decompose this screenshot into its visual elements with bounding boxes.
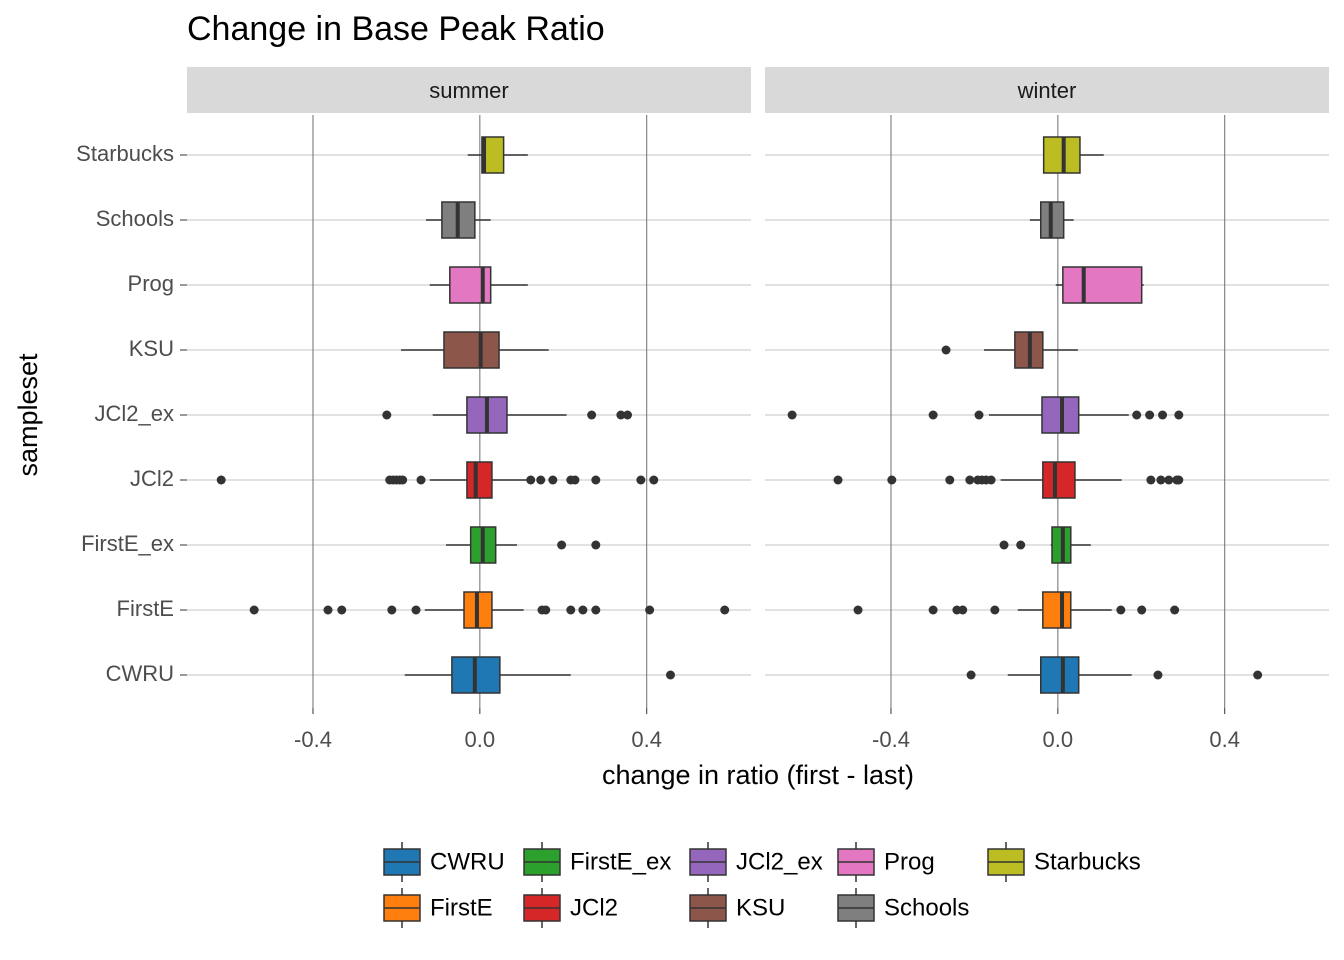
legend-label: Prog — [884, 848, 935, 875]
outlier — [416, 475, 426, 485]
outlier — [382, 410, 392, 420]
outlier — [974, 410, 984, 420]
outlier — [587, 410, 597, 420]
outlier — [965, 475, 975, 485]
y-tick-label: KSU — [129, 336, 174, 361]
outlier — [928, 605, 938, 615]
outlier — [1145, 410, 1155, 420]
outlier — [557, 540, 567, 550]
chart-title: Change in Base Peak Ratio — [187, 10, 605, 48]
outlier — [1164, 475, 1174, 485]
outlier — [853, 605, 863, 615]
outlier — [548, 475, 558, 485]
outlier — [1132, 410, 1142, 420]
facet-label: winter — [1017, 78, 1077, 103]
y-axis-label: sampleset — [13, 353, 43, 477]
outlier — [387, 605, 397, 615]
outlier — [411, 605, 421, 615]
x-tick-label: 0.4 — [1209, 727, 1240, 752]
legend-label: KSU — [736, 894, 785, 921]
box — [466, 461, 493, 499]
outlier — [616, 410, 626, 420]
x-tick-label: -0.4 — [294, 727, 332, 752]
outlier — [649, 475, 659, 485]
x-tick-label: -0.4 — [872, 727, 910, 752]
y-tick-label: CWRU — [106, 661, 174, 686]
outlier — [720, 605, 730, 615]
outlier — [941, 345, 951, 355]
outlier — [323, 605, 333, 615]
outlier — [1016, 540, 1026, 550]
outlier — [928, 410, 938, 420]
outlier — [1156, 475, 1166, 485]
legend-label: Schools — [884, 894, 969, 921]
outlier — [986, 475, 996, 485]
box — [1062, 266, 1143, 304]
outlier — [570, 475, 580, 485]
x-tick-label: 0.0 — [1043, 727, 1074, 752]
x-tick-label: 0.0 — [465, 727, 496, 752]
outlier — [1174, 475, 1184, 485]
outlier — [1146, 475, 1156, 485]
outlier — [1174, 410, 1184, 420]
y-tick-label: JCl2_ex — [95, 401, 174, 426]
legend-label: JCl2_ex — [736, 848, 823, 875]
y-tick-label: FirstE_ex — [81, 531, 174, 556]
outlier — [337, 605, 347, 615]
legend-label: CWRU — [430, 848, 505, 875]
legend-label: Starbucks — [1034, 848, 1141, 875]
outlier — [216, 475, 226, 485]
y-tick-label: JCl2 — [130, 466, 174, 491]
box — [443, 331, 500, 369]
box — [1039, 656, 1080, 694]
outlier — [591, 475, 601, 485]
x-axis-label: change in ratio (first - last) — [602, 760, 914, 790]
outlier — [1153, 670, 1163, 680]
outlier — [665, 670, 675, 680]
outlier — [787, 410, 797, 420]
outlier — [1116, 605, 1126, 615]
x-tick-label: 0.4 — [631, 727, 662, 752]
outlier — [536, 475, 546, 485]
y-tick-label: Prog — [128, 271, 174, 296]
outlier — [945, 475, 955, 485]
y-tick-label: Schools — [96, 206, 174, 231]
outlier — [636, 475, 646, 485]
outlier — [591, 540, 601, 550]
y-tick-label: FirstE — [117, 596, 174, 621]
box — [1042, 461, 1076, 499]
outlier — [398, 475, 408, 485]
outlier — [578, 605, 588, 615]
outlier — [887, 475, 897, 485]
box — [481, 136, 505, 174]
outlier — [249, 605, 259, 615]
y-tick-label: Starbucks — [76, 141, 174, 166]
outlier — [1158, 410, 1168, 420]
legend-label: JCl2 — [570, 894, 618, 921]
box — [1042, 591, 1072, 629]
facet-strip — [765, 67, 1329, 113]
outlier — [623, 410, 633, 420]
legend-label: FirstE — [430, 894, 493, 921]
outlier — [591, 605, 601, 615]
outlier — [999, 540, 1009, 550]
outlier — [966, 670, 976, 680]
outlier — [566, 605, 576, 615]
outlier — [526, 475, 536, 485]
legend-label: FirstE_ex — [570, 848, 671, 875]
outlier — [645, 605, 655, 615]
outlier — [990, 605, 1000, 615]
facet-label: summer — [429, 78, 508, 103]
facet-strip — [187, 67, 751, 113]
outlier — [1137, 605, 1147, 615]
outlier — [958, 605, 968, 615]
outlier — [833, 475, 843, 485]
outlier — [541, 605, 551, 615]
outlier — [1170, 605, 1180, 615]
outlier — [1253, 670, 1263, 680]
